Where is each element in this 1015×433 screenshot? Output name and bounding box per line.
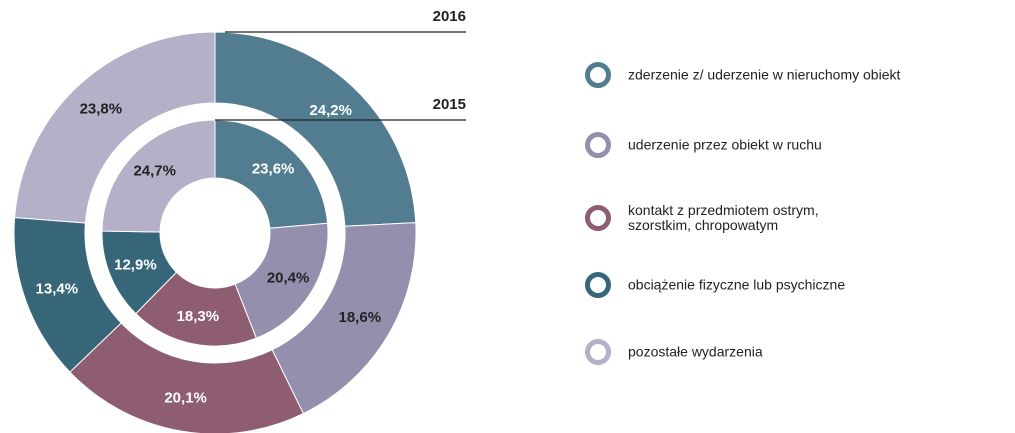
data-label: 24,2%: [309, 102, 352, 119]
data-label: 20,4%: [267, 269, 310, 286]
data-label: 23,6%: [252, 161, 295, 178]
donut-segment: [101, 119, 216, 233]
legend-marker: [585, 339, 611, 365]
legend-label: obciążenie fizyczne lub psychiczne: [628, 276, 846, 293]
legend-label: uderzenie przez obiekt w ruchu: [628, 136, 822, 153]
ring-label: 2016: [433, 8, 466, 25]
ring-label: 2015: [433, 96, 466, 113]
legend-label: pozostałe wydarzenia: [628, 343, 763, 360]
data-label: 13,4%: [36, 281, 79, 298]
legend-marker: [585, 132, 611, 158]
data-label: 23,8%: [80, 101, 123, 118]
legend-label: zderzenie z/ uderzenie w nieruchomy obie…: [628, 66, 901, 83]
donut-segment: [214, 119, 329, 229]
legend-marker: [585, 272, 611, 298]
donut-segment: [14, 31, 216, 224]
data-label: 24,7%: [133, 163, 176, 180]
legend-marker: [585, 205, 611, 231]
legend-label: kontakt z przedmiotem ostrym, szorstkim,…: [628, 202, 819, 233]
data-label: 18,6%: [339, 309, 382, 326]
data-label: 12,9%: [114, 257, 157, 274]
data-label: 20,1%: [164, 389, 207, 406]
donut-segment: [214, 31, 417, 227]
legend-marker: [585, 62, 611, 88]
donut-segment: [234, 222, 329, 339]
data-label: 18,3%: [177, 308, 220, 325]
